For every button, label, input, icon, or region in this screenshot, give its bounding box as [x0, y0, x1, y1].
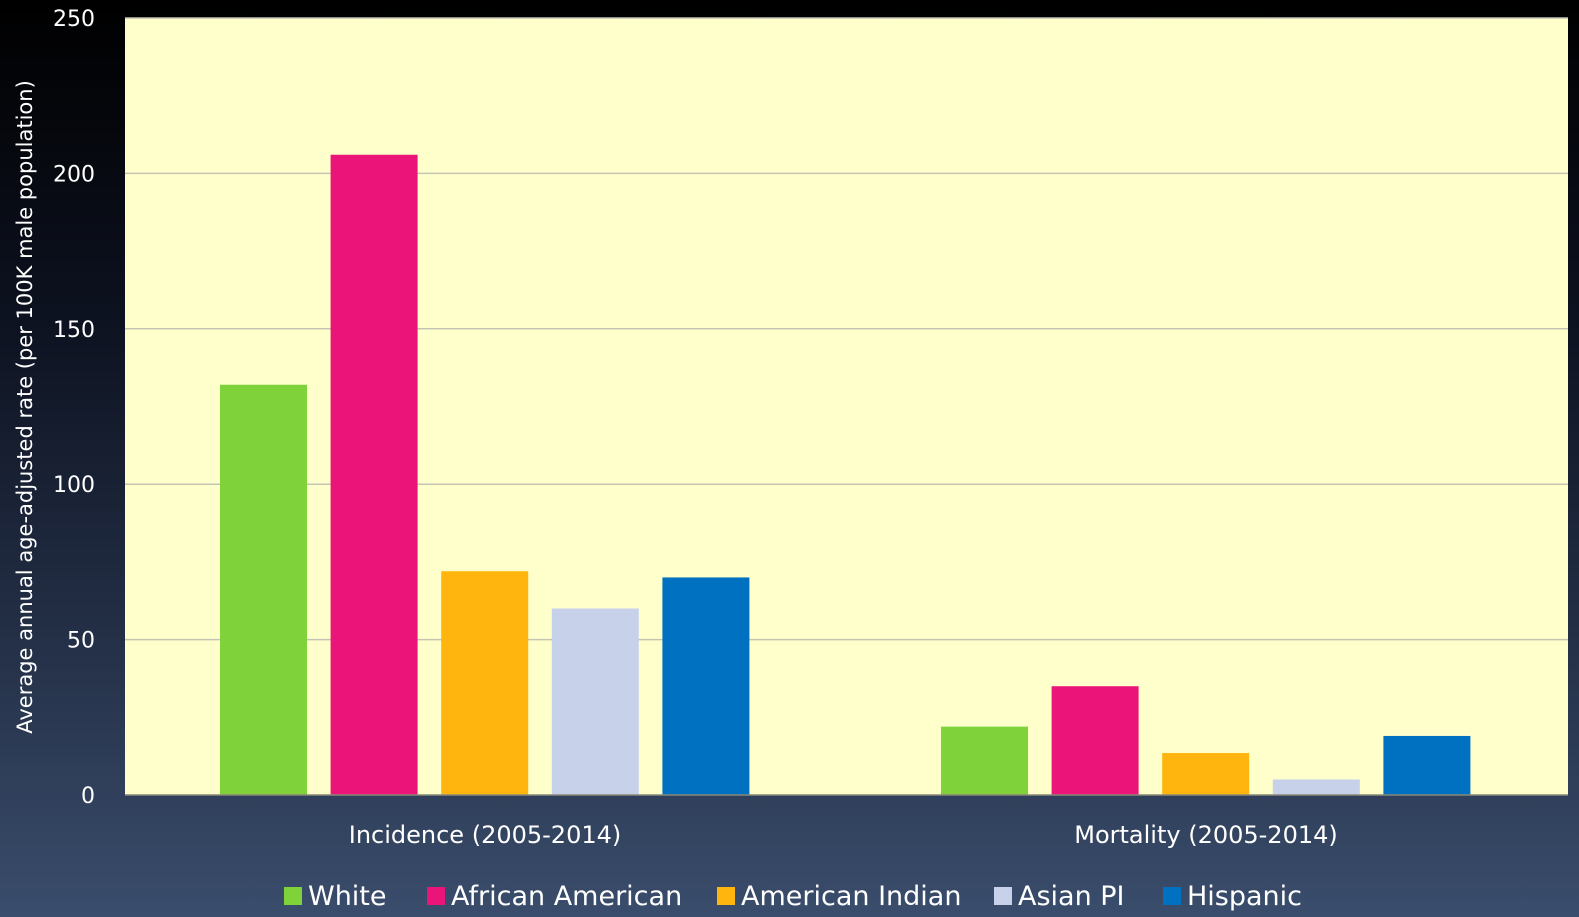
x-category-label: Incidence (2005-2014)	[349, 821, 622, 849]
bar-american-indian-mortality	[1162, 753, 1250, 795]
legend: White African American American Indian Asia…	[284, 881, 1302, 912]
bar-white-incidence	[220, 384, 307, 795]
y-axis-ticks: 0 50 100 150 200 250	[53, 7, 95, 809]
legend-swatch	[717, 887, 735, 905]
legend-label: African American	[451, 881, 682, 912]
bar-african-american-incidence	[330, 154, 418, 795]
legend-swatch	[994, 887, 1012, 905]
bar-asian-pi-incidence	[551, 608, 639, 795]
legend-label: American Indian	[741, 881, 961, 912]
bar-white-mortality	[941, 726, 1028, 795]
y-tick-label: 200	[53, 162, 95, 187]
bar-hispanic-mortality	[1383, 735, 1471, 795]
legend-swatch	[284, 887, 302, 905]
x-axis-categories: Incidence (2005-2014) Mortality (2005-201…	[349, 821, 1338, 849]
bar-american-indian-incidence	[441, 571, 529, 795]
bar-asian-pi-mortality	[1272, 779, 1360, 795]
legend-label: Asian PI	[1018, 881, 1125, 912]
x-category-label: Mortality (2005-2014)	[1074, 821, 1338, 849]
y-tick-label: 50	[67, 629, 95, 654]
y-tick-label: 250	[53, 7, 95, 32]
y-tick-label: 150	[53, 318, 95, 343]
legend-swatch	[427, 887, 445, 905]
legend-label: White	[308, 881, 387, 912]
bar-hispanic-incidence	[662, 577, 750, 795]
y-axis-title: Average annual age-adjusted rate (per 10…	[13, 80, 37, 734]
legend-label: Hispanic	[1187, 881, 1302, 912]
legend-swatch	[1163, 887, 1181, 905]
y-tick-label: 0	[81, 784, 95, 809]
bar-african-american-mortality	[1051, 686, 1139, 795]
bars	[125, 154, 1568, 796]
y-tick-label: 100	[53, 473, 95, 498]
